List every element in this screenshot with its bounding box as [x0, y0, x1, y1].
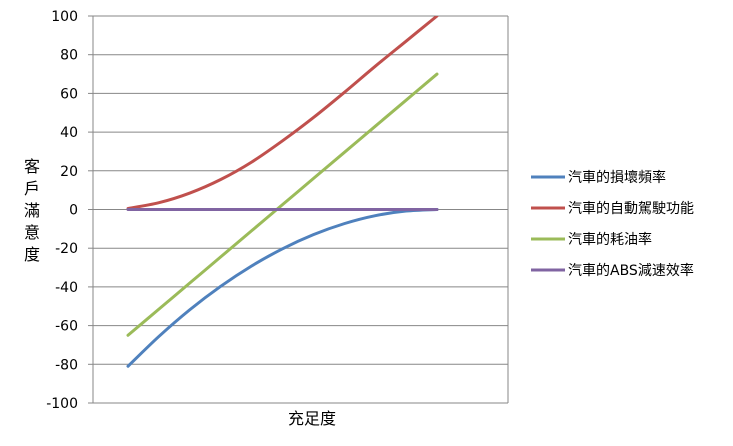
y-tick-labels: 100 80 60 40 20 0 -20 -40 -60 -80 -100	[46, 9, 78, 412]
y-axis-label-char: 滿	[24, 201, 40, 220]
series-lines	[126, 16, 439, 368]
x-axis-label: 充足度	[288, 409, 336, 428]
y-tick-label: 40	[60, 125, 78, 141]
y-tick-label: 60	[60, 86, 78, 102]
legend-label: 汽車的損壞頻率	[568, 169, 666, 186]
y-tick-label: 100	[51, 9, 78, 25]
y-tick-label: -80	[55, 357, 78, 373]
y-axis-label-char: 戶	[24, 179, 40, 198]
y-axis-label-char: 意	[24, 223, 40, 242]
series-damage-frequency-line	[126, 208, 439, 368]
legend-label: 汽車的耗油率	[568, 231, 652, 248]
y-tick-label: 0	[69, 203, 78, 219]
axes	[92, 16, 509, 404]
y-axis-label-char: 度	[24, 245, 40, 264]
y-tick-label: -40	[55, 280, 78, 296]
series-autopilot-line	[126, 16, 439, 211]
y-tick-label: -60	[55, 319, 78, 335]
legend-label: 汽車的自動駕駛功能	[568, 200, 694, 217]
y-axis-label-char: 客	[24, 157, 40, 176]
y-tick-label: 80	[60, 48, 78, 64]
y-tick-label: -20	[55, 241, 78, 257]
y-tick-label: -100	[46, 396, 78, 412]
series-fuel-rate-line	[126, 72, 439, 337]
y-tick-label: 20	[60, 164, 78, 180]
legend-label: 汽車的ABS減速效率	[568, 262, 694, 279]
